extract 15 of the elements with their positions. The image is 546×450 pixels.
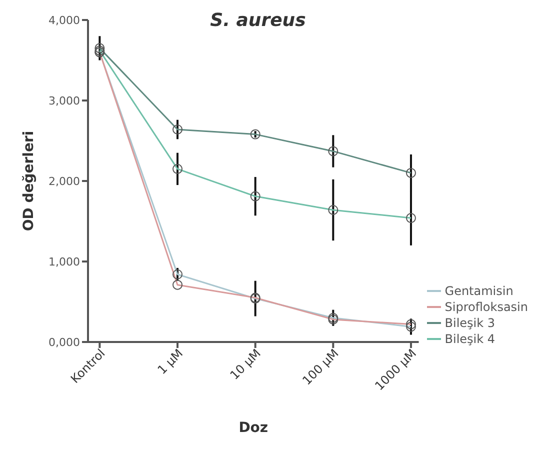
chart-title: S. aureus: [209, 10, 307, 31]
x-tick-label: 100 µM: [300, 346, 342, 388]
legend-label: Siprofloksasin: [444, 300, 528, 314]
y-tick-label: 4,000: [48, 14, 80, 27]
x-tick-label: 10 µM: [227, 346, 264, 382]
legend-label: Bileşik 3: [444, 316, 496, 330]
y-tick-label: 3,000: [48, 94, 80, 108]
y-tick-label: 0,000: [48, 336, 80, 349]
legend-label: Bileşik 4: [444, 332, 496, 346]
y-tick-label: 1,000: [48, 255, 80, 268]
x-axis-title: Doz: [238, 420, 268, 436]
y-tick-label: 2,000: [48, 174, 80, 188]
x-tick-label: 1 µM: [154, 346, 186, 377]
y-axis-title: OD değerleri: [20, 130, 37, 232]
legend-label: Gentamisin: [444, 284, 514, 298]
